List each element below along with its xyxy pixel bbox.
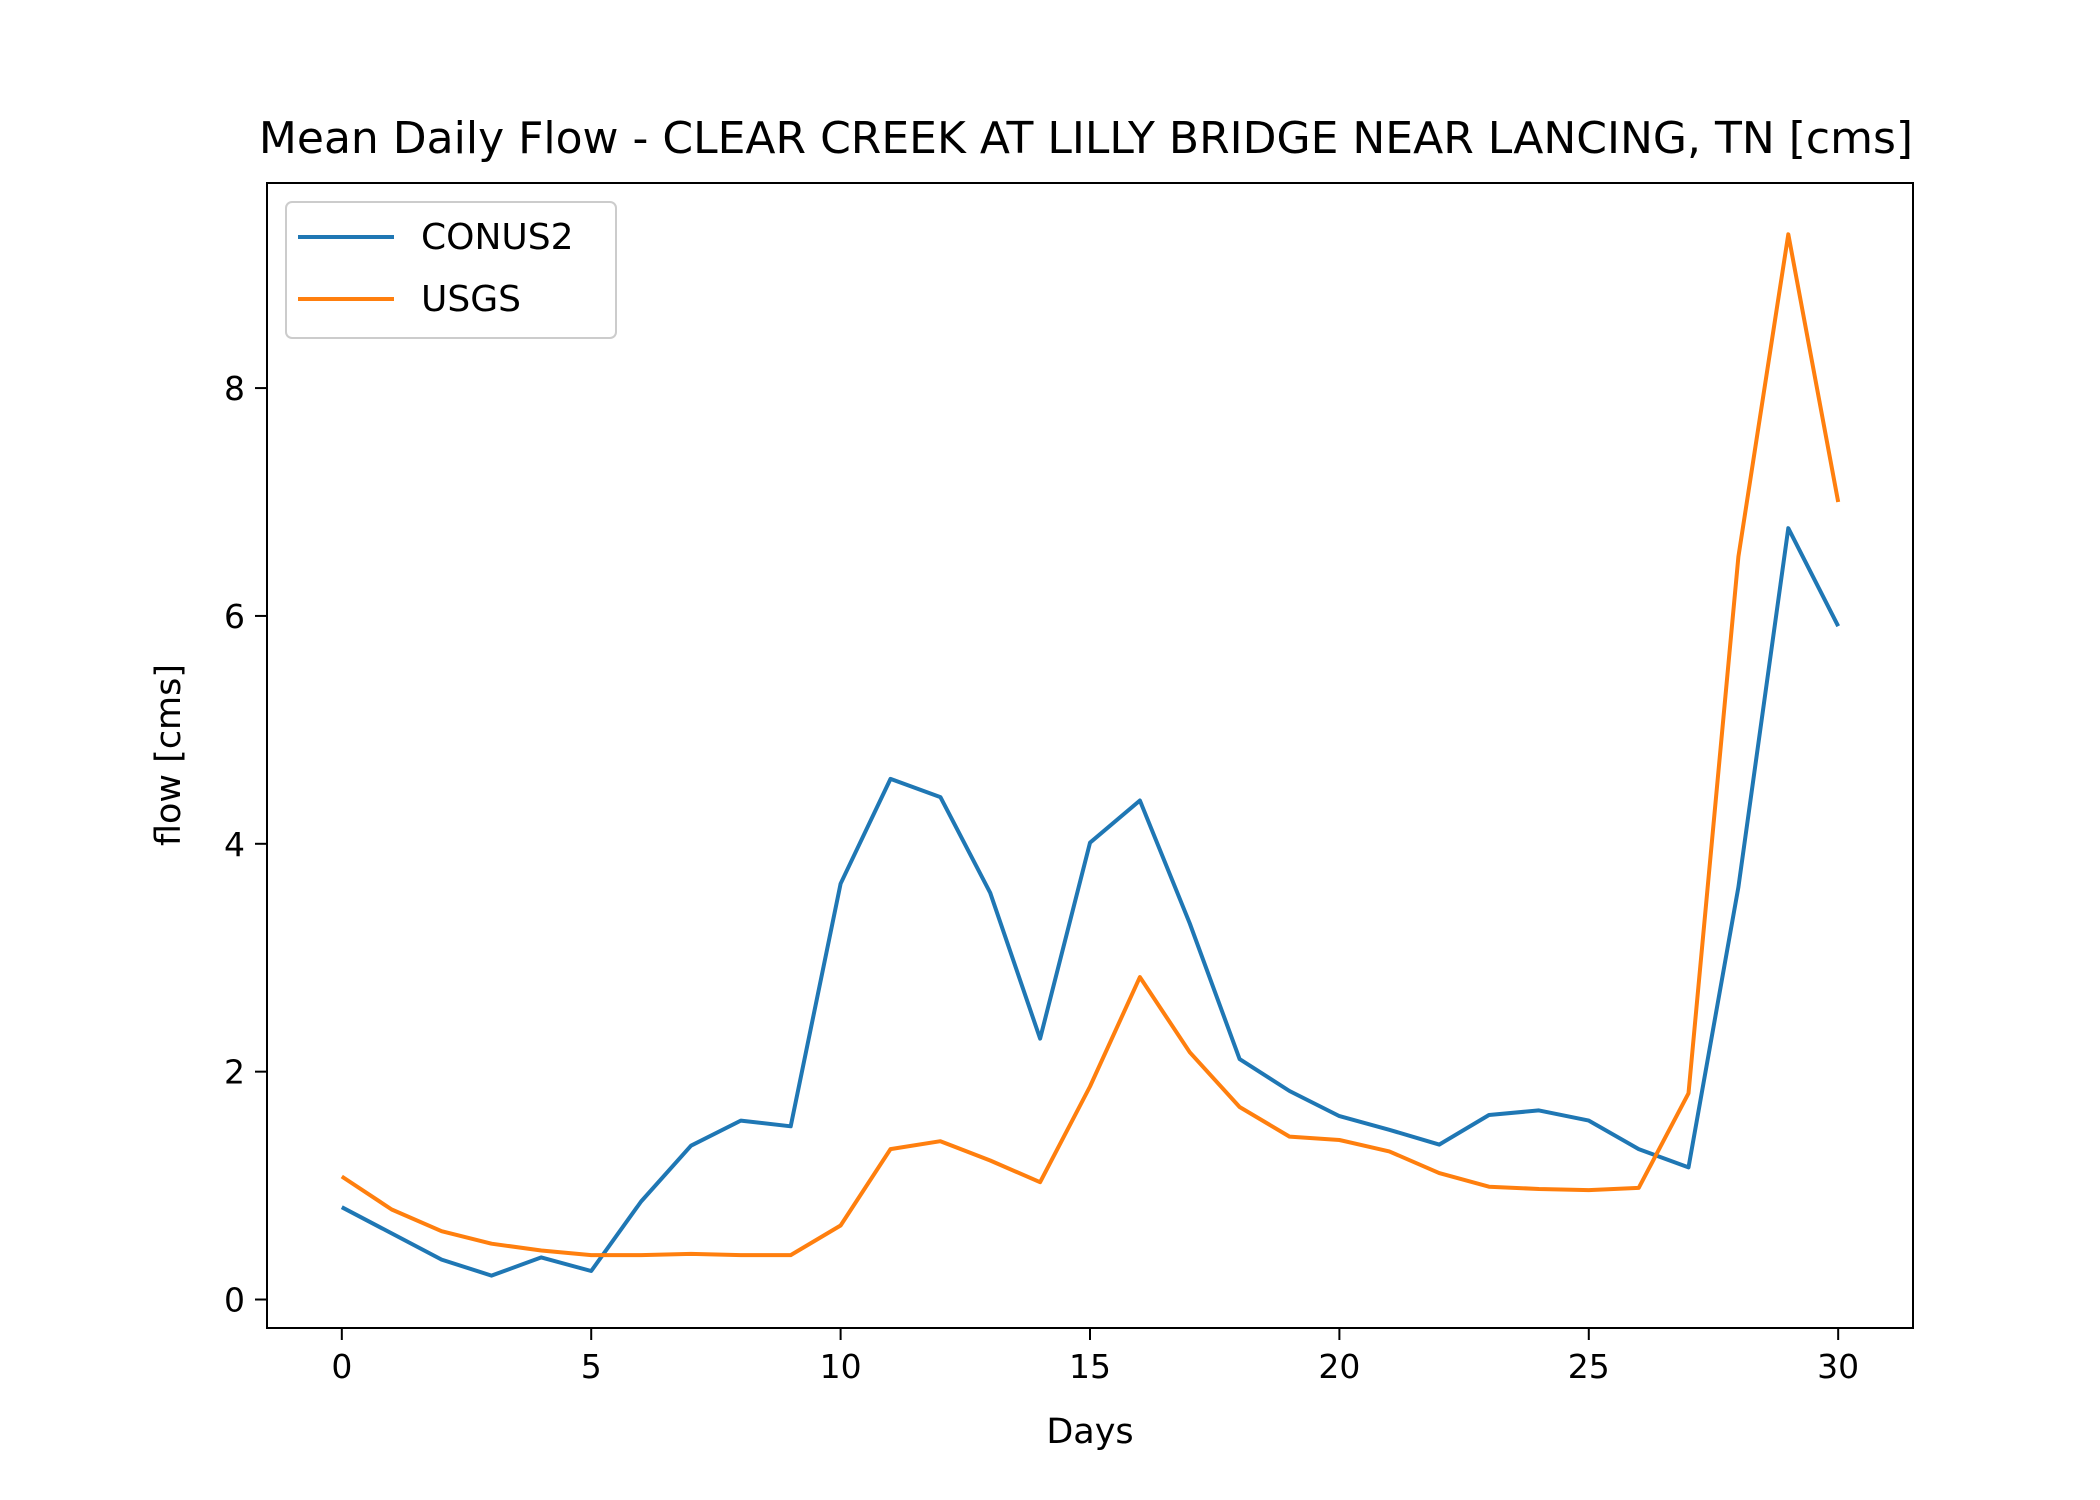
data-point-conus2-24 xyxy=(1537,1108,1541,1112)
series-line-conus2 xyxy=(340,526,1840,1278)
data-point-usgs-19 xyxy=(1288,1135,1292,1139)
legend: CONUS2 USGS xyxy=(285,201,617,339)
data-point-conus2-14 xyxy=(1038,1037,1042,1041)
y-tick-label-8: 8 xyxy=(224,369,245,408)
x-axis-label: Days xyxy=(1046,1412,1133,1452)
data-point-usgs-24 xyxy=(1537,1187,1541,1191)
data-point-conus2-4 xyxy=(539,1255,543,1259)
data-point-usgs-2 xyxy=(440,1229,444,1233)
data-point-usgs-20 xyxy=(1337,1138,1341,1142)
x-tick-label-0: 0 xyxy=(331,1347,352,1386)
data-point-conus2-28 xyxy=(1736,885,1740,889)
data-point-conus2-10 xyxy=(839,882,843,886)
data-point-conus2-26 xyxy=(1637,1147,1641,1151)
legend-label-usgs: USGS xyxy=(421,279,521,320)
y-tick-label-2: 2 xyxy=(224,1053,245,1092)
data-point-conus2-13 xyxy=(988,891,992,895)
x-tick-label-25: 25 xyxy=(1568,1347,1610,1386)
x-axis-ticks: 0 5 10 15 20 25 30 xyxy=(331,1328,1859,1386)
data-point-usgs-17 xyxy=(1188,1050,1192,1054)
data-point-conus2-25 xyxy=(1587,1119,1591,1123)
data-point-usgs-1 xyxy=(390,1208,394,1212)
data-point-usgs-7 xyxy=(689,1252,693,1256)
data-point-conus2-21 xyxy=(1387,1128,1391,1132)
x-tick-label-30: 30 xyxy=(1817,1347,1859,1386)
data-point-conus2-18 xyxy=(1238,1057,1242,1061)
data-point-usgs-22 xyxy=(1437,1171,1441,1175)
data-point-usgs-18 xyxy=(1238,1105,1242,1109)
plot-frame xyxy=(266,182,1914,1329)
data-point-conus2-19 xyxy=(1288,1089,1292,1093)
data-point-usgs-3 xyxy=(490,1242,494,1246)
legend-label-conus2: CONUS2 xyxy=(421,217,574,258)
data-point-conus2-30 xyxy=(1836,624,1840,628)
data-point-conus2-11 xyxy=(889,777,893,781)
data-point-usgs-9 xyxy=(789,1253,793,1257)
data-point-usgs-13 xyxy=(988,1159,992,1163)
data-point-usgs-25 xyxy=(1587,1188,1591,1192)
data-point-usgs-0 xyxy=(340,1175,344,1179)
data-point-conus2-8 xyxy=(739,1119,743,1123)
data-point-usgs-23 xyxy=(1487,1185,1491,1189)
series-layer xyxy=(340,232,1841,1278)
y-tick-label-0: 0 xyxy=(224,1281,245,1320)
data-point-usgs-8 xyxy=(739,1253,743,1257)
y-tick-label-4: 4 xyxy=(224,825,245,864)
data-point-conus2-16 xyxy=(1138,799,1142,803)
x-tick-label-15: 15 xyxy=(1069,1347,1111,1386)
data-point-conus2-27 xyxy=(1687,1165,1691,1169)
data-point-usgs-27 xyxy=(1687,1091,1691,1095)
data-point-conus2-15 xyxy=(1088,841,1092,845)
data-point-conus2-23 xyxy=(1487,1113,1491,1117)
data-point-conus2-29 xyxy=(1786,526,1790,530)
data-point-conus2-9 xyxy=(789,1124,793,1128)
data-point-conus2-7 xyxy=(689,1144,693,1148)
data-point-usgs-16 xyxy=(1138,975,1142,979)
data-point-usgs-11 xyxy=(889,1147,893,1151)
y-axis-label: flow [cms] xyxy=(149,664,189,846)
data-point-conus2-0 xyxy=(340,1205,344,1209)
data-point-conus2-6 xyxy=(639,1200,643,1204)
y-tick-label-6: 6 xyxy=(224,597,245,636)
data-point-conus2-12 xyxy=(938,795,942,799)
data-point-conus2-3 xyxy=(490,1274,494,1278)
data-point-usgs-4 xyxy=(539,1249,543,1253)
data-point-usgs-28 xyxy=(1736,555,1740,559)
data-point-conus2-5 xyxy=(589,1269,593,1273)
data-point-conus2-17 xyxy=(1188,922,1192,926)
data-point-usgs-6 xyxy=(639,1253,643,1257)
data-point-usgs-21 xyxy=(1387,1149,1391,1153)
y-axis-ticks: 0 2 4 6 8 xyxy=(224,369,267,1320)
data-point-usgs-29 xyxy=(1786,232,1790,236)
data-point-conus2-1 xyxy=(390,1231,394,1235)
data-point-usgs-5 xyxy=(589,1253,593,1257)
chart-title: Mean Daily Flow - CLEAR CREEK AT LILLY B… xyxy=(259,113,1913,164)
data-point-usgs-12 xyxy=(938,1139,942,1143)
x-tick-label-20: 20 xyxy=(1318,1347,1360,1386)
x-tick-label-5: 5 xyxy=(581,1347,602,1386)
data-point-usgs-30 xyxy=(1836,500,1840,504)
data-point-usgs-15 xyxy=(1088,1085,1092,1089)
data-point-usgs-26 xyxy=(1637,1186,1641,1190)
x-tick-label-10: 10 xyxy=(820,1347,862,1386)
data-point-conus2-22 xyxy=(1437,1143,1441,1147)
data-point-conus2-20 xyxy=(1337,1114,1341,1118)
data-point-conus2-2 xyxy=(440,1258,444,1262)
data-point-usgs-10 xyxy=(839,1224,843,1228)
data-point-usgs-14 xyxy=(1038,1180,1042,1184)
series-line-usgs xyxy=(340,232,1841,1258)
